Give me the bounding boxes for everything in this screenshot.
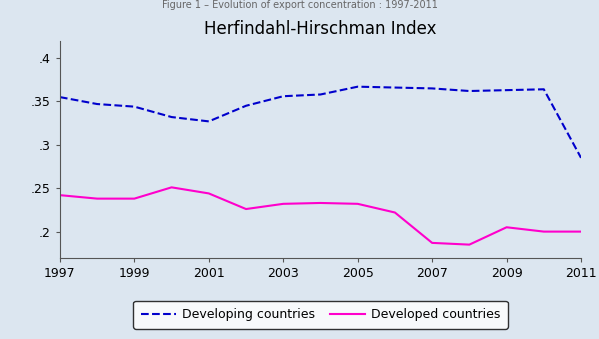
Developed countries bbox=[577, 230, 585, 234]
Developing countries bbox=[466, 89, 473, 93]
Developing countries bbox=[243, 104, 250, 108]
Developed countries bbox=[243, 207, 250, 211]
Developed countries bbox=[280, 202, 287, 206]
Developing countries bbox=[503, 88, 510, 92]
Developed countries bbox=[391, 211, 398, 215]
Developed countries bbox=[93, 197, 101, 201]
Developing countries bbox=[168, 115, 175, 119]
Developed countries bbox=[56, 193, 63, 197]
Developing countries bbox=[391, 85, 398, 89]
Developing countries bbox=[317, 93, 324, 97]
Developing countries bbox=[354, 85, 361, 89]
Developing countries bbox=[56, 95, 63, 99]
Developing countries bbox=[205, 119, 213, 123]
Developed countries bbox=[317, 201, 324, 205]
Line: Developed countries: Developed countries bbox=[60, 187, 581, 245]
Developed countries bbox=[131, 197, 138, 201]
Legend: Developing countries, Developed countries: Developing countries, Developed countrie… bbox=[133, 301, 508, 329]
Line: Developing countries: Developing countries bbox=[60, 87, 581, 158]
Text: Figure 1 – Evolution of export concentration : 1997-2011: Figure 1 – Evolution of export concentra… bbox=[162, 0, 437, 10]
Developed countries bbox=[466, 243, 473, 247]
Developing countries bbox=[428, 86, 435, 91]
Developing countries bbox=[93, 102, 101, 106]
Developing countries bbox=[280, 94, 287, 98]
Developed countries bbox=[354, 202, 361, 206]
Developed countries bbox=[168, 185, 175, 190]
Developing countries bbox=[131, 105, 138, 109]
Title: Herfindahl-Hirschman Index: Herfindahl-Hirschman Index bbox=[204, 20, 437, 38]
Developing countries bbox=[577, 156, 585, 160]
Developed countries bbox=[428, 241, 435, 245]
Developed countries bbox=[205, 192, 213, 196]
Developed countries bbox=[540, 230, 547, 234]
Developed countries bbox=[503, 225, 510, 229]
Developing countries bbox=[540, 87, 547, 91]
